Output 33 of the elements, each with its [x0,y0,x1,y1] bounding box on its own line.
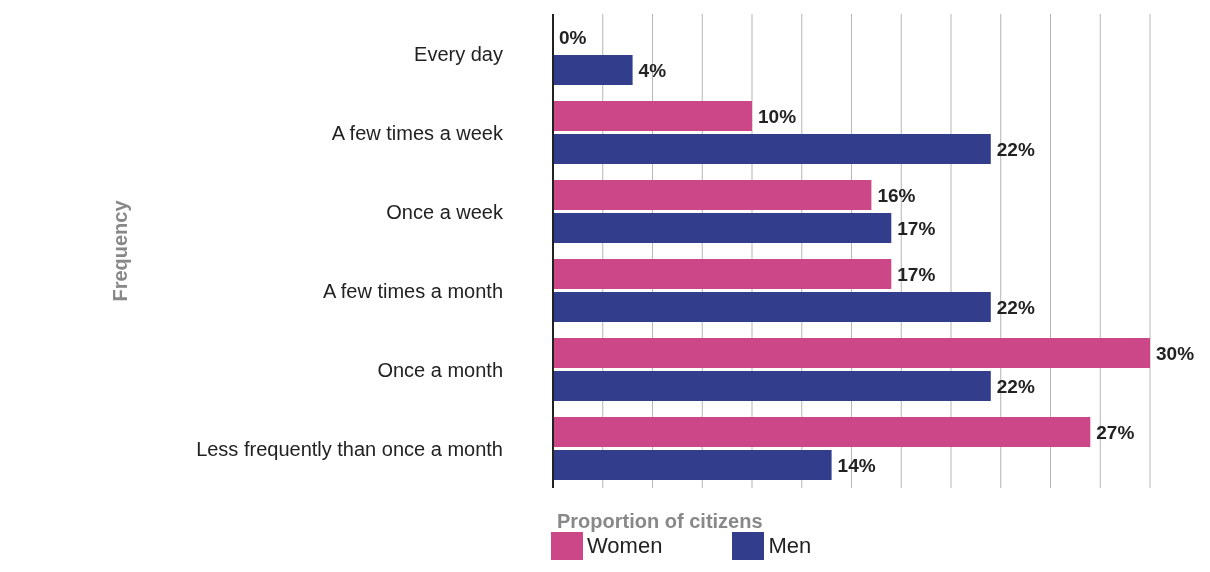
y-tick-label: Once a week [386,200,504,223]
legend-label: Women [587,533,663,559]
bar [553,213,892,243]
bar [553,259,892,289]
data-label: 22% [996,296,1035,318]
y-tick-label: Less frequently than once a month [196,437,503,460]
data-label: 17% [897,263,936,285]
bar [553,417,1091,447]
bar [553,450,832,480]
legend-label: Men [768,533,812,559]
data-label: 22% [996,375,1035,397]
data-label: 0% [559,26,587,48]
bar [553,55,633,85]
bar [553,338,1150,368]
data-label: 27% [1096,421,1135,443]
data-label: 4% [638,59,667,81]
bar [553,371,991,401]
data-label: 30% [1156,342,1195,364]
data-label: 17% [897,217,936,239]
y-tick-label: A few times a month [322,279,503,302]
y-axis-title: Frequency [109,199,132,302]
bar [553,101,752,131]
y-tick-label: Once a month [377,358,503,381]
bar [553,134,991,164]
x-axis-title: Proportion of citizens [557,510,763,532]
data-label: 14% [837,454,876,476]
data-label: 10% [758,105,797,127]
data-label: 22% [996,138,1035,160]
bar [553,292,991,322]
data-label: 16% [877,184,916,206]
y-tick-label: Every day [414,42,503,65]
bar [553,180,872,210]
y-tick-label: A few times a week [331,121,504,144]
